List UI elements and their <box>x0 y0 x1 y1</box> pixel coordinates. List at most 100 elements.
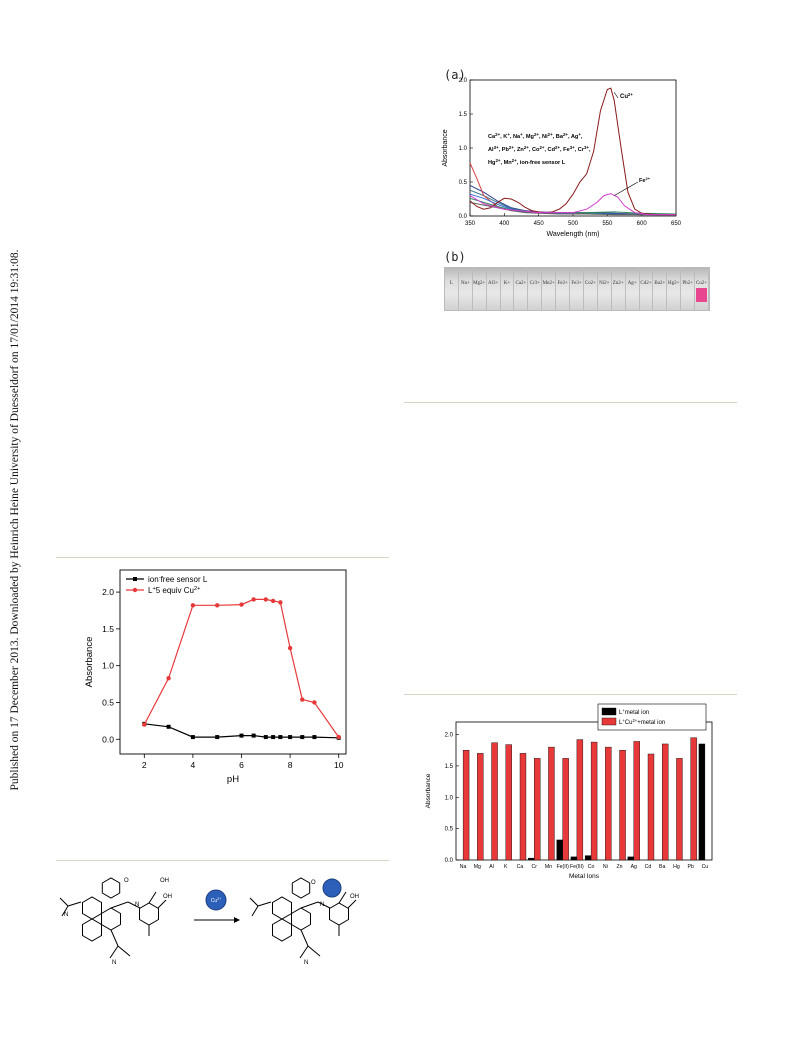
bar-legend-label: L+Cu2++metal ion <box>619 718 665 727</box>
ph-x-axis-label: pH <box>227 774 239 785</box>
vial: Fe2+ <box>556 268 571 310</box>
reaction-scheme: OH OH O N N N O N OH N Cu2+ <box>59 877 359 966</box>
bar-category-label: Zn <box>617 864 623 870</box>
scheme-atom-label: N <box>64 912 68 918</box>
ring <box>101 907 121 931</box>
ph-data-point <box>336 734 341 740</box>
vial-label: L <box>449 281 453 286</box>
reagent-cu-label: Cu2+ <box>211 897 221 904</box>
bar-category-label: Ba <box>659 864 665 870</box>
bar-l-cu-metal <box>576 739 584 861</box>
bond <box>300 929 309 947</box>
ring <box>272 918 292 942</box>
bar-l-cu-metal <box>690 737 697 861</box>
ph-data-point <box>278 735 283 740</box>
spectra-x-tick-label: 350 <box>465 221 476 227</box>
vial-label: K+ <box>503 281 511 286</box>
cu-ion-sphere <box>322 878 342 898</box>
spectra-x-tick-label: 600 <box>637 221 648 227</box>
spectra-y-tick-label: 0.5 <box>459 180 468 186</box>
vial: K+ <box>500 268 515 310</box>
scheme-atom-label: OH <box>160 878 169 884</box>
vial: Hg2+ <box>667 268 682 310</box>
download-note: Published on 17 December 2013. Downloade… <box>0 0 30 1039</box>
ring <box>329 902 349 926</box>
bar-category-label: Al <box>489 864 494 870</box>
bar-category-label: Ca <box>517 864 524 870</box>
vial: Zn2+ <box>611 268 626 310</box>
bond <box>127 901 141 909</box>
bar-category-label: Mn <box>545 864 552 870</box>
bond <box>117 945 131 957</box>
absorption-spectra-chart: 350 400 450 500 550 600 650 0.0 0.5 1.0 1.5 2.0 Wave… <box>442 78 682 238</box>
ph-data-point <box>300 697 305 702</box>
vial-pink-solution <box>696 288 707 302</box>
ph-data-point <box>278 600 283 605</box>
ring <box>139 902 159 926</box>
bar-l-cu-metal <box>662 743 669 861</box>
bar-l-cu-metal <box>534 758 541 861</box>
bar-category-label: Cd <box>645 864 652 870</box>
bond <box>299 945 309 959</box>
bar-l-cu-metal <box>647 753 655 861</box>
spectra-y-tick-label: 0.0 <box>459 214 468 220</box>
ph-y-axis-label: Absorbance <box>84 637 95 688</box>
cu-series-label: Cu2+ <box>620 92 633 101</box>
ph-data-point <box>190 735 195 740</box>
spectra-x-tick-label: 450 <box>534 221 545 227</box>
vial-label: Cd2+ <box>640 281 652 286</box>
vial: Ba2+ <box>653 268 668 310</box>
bar-category-label: Ag <box>631 864 637 870</box>
bar-l-cu-metal <box>519 753 527 861</box>
vial: L <box>445 268 459 310</box>
vial-label: Ca2+ <box>515 281 527 286</box>
scheme-atom-label: O <box>124 878 129 884</box>
bar-l-metal <box>556 839 563 861</box>
scheme-atom-label: N <box>320 902 324 908</box>
ph-data-point <box>288 735 293 740</box>
bond <box>157 899 167 909</box>
bar-l-cu-metal <box>462 750 470 861</box>
vial-label: Co2+ <box>584 281 596 286</box>
ph-series-line <box>143 598 340 738</box>
ph-x-tick-label: 8 <box>288 760 293 770</box>
spectra-x-tick-label: 650 <box>671 221 682 227</box>
bar-y-axis-label: Absorbance <box>425 773 432 808</box>
panel-b-label: (b) <box>444 250 466 264</box>
bar-y-tick-label: 0.0 <box>445 858 454 864</box>
fe-series-label: Fe2+ <box>639 176 651 185</box>
ring <box>291 907 311 931</box>
vial-label: Cr3+ <box>529 281 540 286</box>
ph-data-point <box>270 598 276 604</box>
bar-category-label: Ni <box>603 864 608 870</box>
bond <box>110 901 129 909</box>
ph-data-point <box>312 735 317 740</box>
ph-data-point <box>215 735 220 740</box>
vial-label: Ag+ <box>627 281 637 286</box>
ring <box>272 896 292 920</box>
vial-label: Fe2+ <box>557 281 568 286</box>
bar-l-cu-metal <box>505 744 512 861</box>
scheme-atom-label: N <box>112 960 116 966</box>
ph-data-point <box>239 602 244 607</box>
bar-l-cu-metal <box>605 746 612 861</box>
ph-y-tick-label: 0.0 <box>102 734 114 744</box>
spectra-series-line <box>469 87 676 216</box>
vial-label: Al3+ <box>487 281 499 286</box>
vial-label: Ni2+ <box>599 281 610 286</box>
spectra-y-axis-label: Absorbance <box>442 129 449 166</box>
vial: Cr3+ <box>528 268 543 310</box>
ring <box>82 896 102 920</box>
ring <box>101 877 121 899</box>
vial-label: Hg2+ <box>668 281 680 286</box>
spectra-y-tick-label: 1.5 <box>459 112 468 118</box>
bar-category-label: Co <box>588 864 595 870</box>
sensor-l-cu-complex <box>249 877 357 959</box>
spectra-series-line <box>469 193 676 216</box>
divider-left-middle <box>56 557 389 558</box>
vial-label: Mg2+ <box>473 281 486 286</box>
ring <box>291 877 311 899</box>
bar-category-label: Fe(II) <box>556 864 569 870</box>
vial: Mg2+ <box>472 268 487 310</box>
divider-right-middle <box>404 694 737 695</box>
